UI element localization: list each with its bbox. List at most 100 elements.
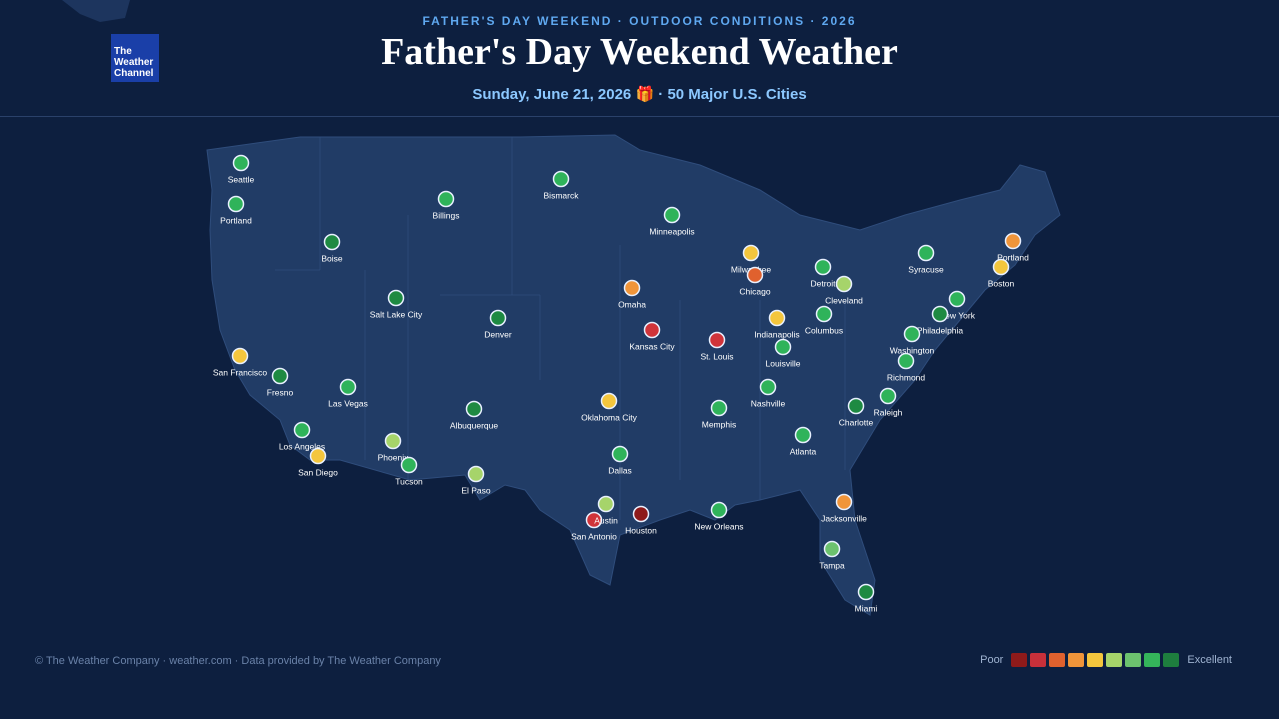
city-marker xyxy=(857,583,875,601)
city-label: Chicago xyxy=(739,286,770,296)
city-marker xyxy=(231,347,249,365)
city-label: Houston xyxy=(625,525,657,535)
city-marker xyxy=(600,392,618,410)
city-marker xyxy=(293,421,311,439)
kicker: FATHER'S DAY WEEKEND · OUTDOOR CONDITION… xyxy=(422,14,857,28)
city-label: Los Angeles xyxy=(279,441,325,451)
legend-swatch xyxy=(1163,653,1180,667)
city-marker xyxy=(835,493,853,511)
city-marker xyxy=(232,154,250,172)
city-marker xyxy=(467,465,485,483)
city-label: Bismarck xyxy=(544,190,580,200)
city-marker xyxy=(489,309,507,327)
city-marker xyxy=(384,432,402,450)
city-marker xyxy=(903,325,921,343)
city-marker xyxy=(931,305,949,323)
city-marker xyxy=(814,258,832,276)
city-label: Dallas xyxy=(608,465,632,475)
city-label: Syracuse xyxy=(908,264,944,274)
city-label: Omaha xyxy=(618,299,646,309)
city-marker xyxy=(1004,232,1022,250)
city-label: Philadelphia xyxy=(917,325,964,335)
city-label: Detroit xyxy=(810,278,836,288)
city-label: Cleveland xyxy=(825,295,863,305)
city-label: Phoenix xyxy=(378,452,409,462)
legend-swatch xyxy=(1125,653,1142,667)
city-label: New York xyxy=(939,310,976,320)
city-label: San Francisco xyxy=(213,367,268,377)
city-label: Minneapolis xyxy=(649,226,694,236)
city-marker xyxy=(643,321,661,339)
legend-swatch xyxy=(1030,653,1047,667)
city-label: Memphis xyxy=(702,419,736,429)
city-label: Charlotte xyxy=(839,417,874,427)
legend-swatches xyxy=(1011,653,1180,667)
city-marker xyxy=(710,399,728,417)
city-label: Raleigh xyxy=(874,407,903,417)
city-marker xyxy=(309,447,327,465)
city-marker xyxy=(552,170,570,188)
city-label: El Paso xyxy=(461,485,491,495)
city-marker xyxy=(774,338,792,356)
city-marker xyxy=(879,387,897,405)
city-label: San Antonio xyxy=(571,531,617,541)
city-marker xyxy=(794,426,812,444)
city-label: Albuquerque xyxy=(450,420,498,430)
legend-swatch xyxy=(1144,653,1161,667)
legend-swatch xyxy=(1011,653,1028,667)
city-marker xyxy=(339,378,357,396)
legend: Poor Excellent xyxy=(980,653,1232,667)
city-label: Boise xyxy=(321,253,343,263)
city-marker xyxy=(597,495,615,513)
city-marker xyxy=(746,266,764,284)
city-label: Austin xyxy=(594,515,618,525)
city-marker xyxy=(835,275,853,293)
city-label: Salt Lake City xyxy=(370,309,423,319)
city-label: Las Vegas xyxy=(328,398,368,408)
city-marker xyxy=(897,352,915,370)
canada-land xyxy=(62,0,130,22)
city-label: Miami xyxy=(855,603,878,613)
city-marker xyxy=(759,378,777,396)
state-borders xyxy=(275,137,846,520)
city-label: Columbus xyxy=(805,325,843,335)
subtitle: Sunday, June 21, 2026 🎁 · 50 Major U.S. … xyxy=(472,86,807,103)
city-label: Portland xyxy=(220,215,252,225)
city-marker xyxy=(917,244,935,262)
city-label: Kansas City xyxy=(629,341,675,351)
city-label: Boston xyxy=(988,278,1015,288)
title: Father's Day Weekend Weather xyxy=(381,31,898,73)
city-marker xyxy=(465,400,483,418)
city-marker xyxy=(611,445,629,463)
city-label: Seattle xyxy=(228,174,255,184)
logo: The Weather Channel xyxy=(111,34,159,82)
city-marker xyxy=(992,258,1010,276)
city-marker xyxy=(768,309,786,327)
legend-high: Excellent xyxy=(1187,654,1232,666)
city-label: Fresno xyxy=(267,387,294,397)
city-label: Jacksonville xyxy=(821,513,867,523)
city-label: San Diego xyxy=(298,467,338,477)
city-label: Indianapolis xyxy=(754,329,799,339)
city-marker xyxy=(710,501,728,519)
footer: © The Weather Company · weather.com · Da… xyxy=(35,655,441,667)
city-label: Tampa xyxy=(819,560,845,570)
city-label: New Orleans xyxy=(694,521,743,531)
city-label: Nashville xyxy=(751,398,786,408)
city-marker xyxy=(585,511,603,529)
city-label: Richmond xyxy=(887,372,926,382)
city-marker xyxy=(437,190,455,208)
city-label: Washington xyxy=(890,345,935,355)
city-label: Atlanta xyxy=(790,446,817,456)
legend-low: Poor xyxy=(980,654,1004,666)
legend-swatch xyxy=(1049,653,1066,667)
city-marker xyxy=(663,206,681,224)
legend-swatch xyxy=(1106,653,1123,667)
city-label: Oklahoma City xyxy=(581,412,637,422)
city-label: St. Louis xyxy=(700,351,733,361)
city-marker xyxy=(742,244,760,262)
city-label: Portland xyxy=(997,252,1029,262)
legend-swatch xyxy=(1068,653,1085,667)
